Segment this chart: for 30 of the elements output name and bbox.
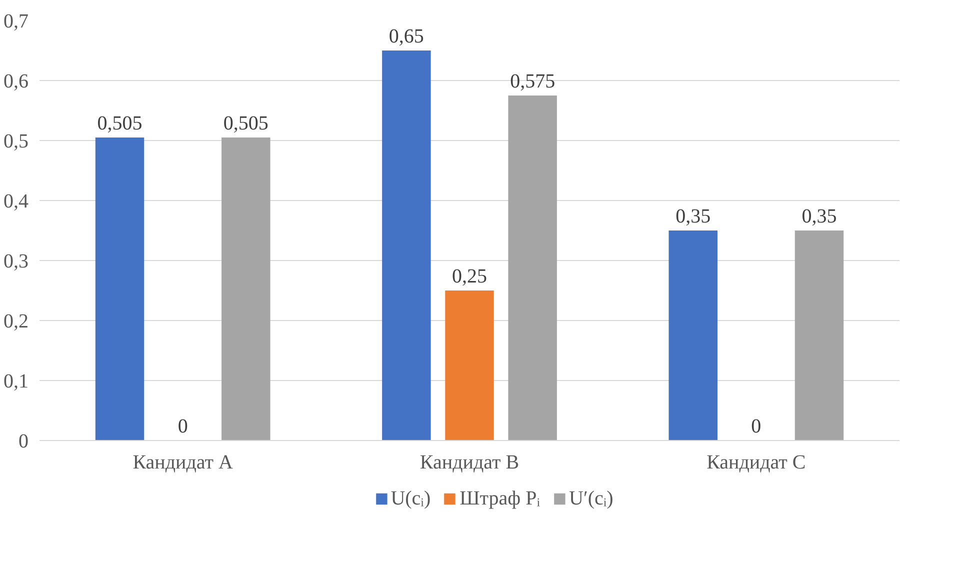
legend-label: Штраф Pᵢ — [460, 487, 540, 510]
data-label: 0,65 — [388, 26, 424, 48]
x-tick-label: Кандидат C — [706, 452, 806, 474]
legend-label: U(cᵢ) — [390, 487, 431, 510]
data-label: 0 — [178, 416, 188, 438]
y-tick-label: 0 — [18, 430, 28, 452]
data-label: 0,505 — [97, 112, 142, 134]
bar — [95, 138, 144, 440]
data-label: 0 — [751, 416, 762, 438]
y-tick-label: 0,1 — [4, 370, 28, 392]
y-tick-label: 0,6 — [4, 70, 28, 92]
data-label: 0,25 — [452, 266, 487, 288]
bar — [222, 138, 270, 440]
bar — [794, 230, 844, 440]
y-tick-label: 0,5 — [4, 130, 28, 152]
legend-label: U′(cᵢ) — [569, 487, 614, 510]
bar — [445, 290, 494, 440]
y-tick-label: 0,4 — [4, 190, 28, 212]
bar — [508, 96, 557, 440]
x-tick-label: Кандидат B — [420, 452, 520, 474]
x-tick-label: Кандидат A — [132, 452, 234, 474]
y-tick-label: 0,2 — [4, 310, 28, 332]
data-label: 0,35 — [676, 206, 711, 228]
bar — [668, 230, 718, 440]
y-tick-label: 0,3 — [4, 250, 28, 272]
data-label: 0,505 — [223, 112, 268, 134]
data-label: 0,35 — [802, 206, 837, 228]
bar — [382, 50, 431, 440]
data-label: 0,575 — [510, 70, 556, 92]
y-tick-label: 0,7 — [4, 10, 28, 32]
